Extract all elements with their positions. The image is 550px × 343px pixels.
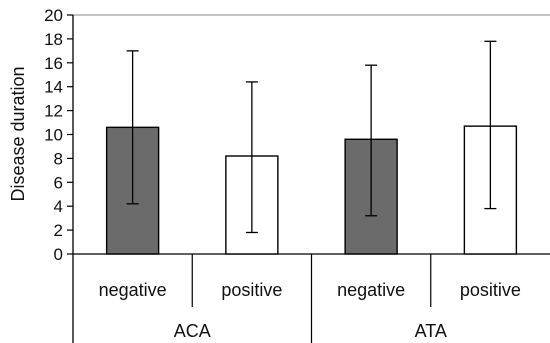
category-label: negative <box>99 280 167 300</box>
y-tick-label: 16 <box>44 54 63 73</box>
group-label: ATA <box>415 321 447 341</box>
y-tick-label: 12 <box>44 102 63 121</box>
category-label: positive <box>221 280 282 300</box>
y-tick-label: 4 <box>54 197 63 216</box>
y-tick-label: 18 <box>44 30 63 49</box>
y-tick-label: 10 <box>44 126 63 145</box>
category-label: positive <box>460 280 521 300</box>
y-tick-label: 6 <box>54 173 63 192</box>
group-label: ACA <box>174 321 211 341</box>
y-tick-label: 20 <box>44 6 63 25</box>
category-label: negative <box>337 280 405 300</box>
y-tick-label: 14 <box>44 78 63 97</box>
y-tick-label: 0 <box>54 245 63 264</box>
y-tick-label: 2 <box>54 221 63 240</box>
y-tick-label: 8 <box>54 149 63 168</box>
y-axis-label: Disease duration <box>8 66 28 201</box>
plot-area: 0 2 4 6 8 10 12 14 16 18 20 negative positive ACA nega… <box>44 6 550 343</box>
